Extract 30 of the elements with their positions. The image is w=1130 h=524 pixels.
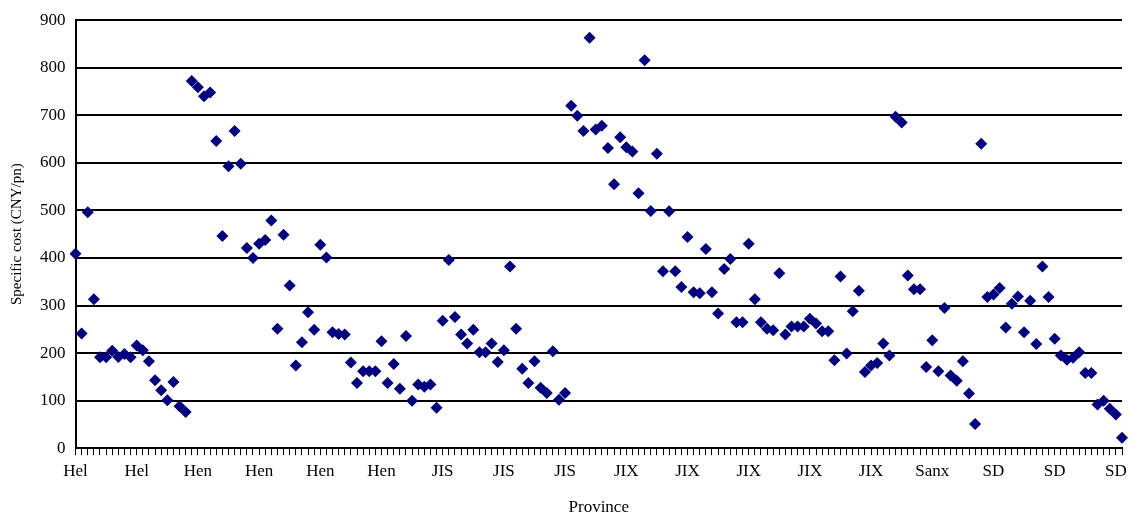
x-tick-label: SD xyxy=(1043,460,1066,480)
y-tick-label: 500 xyxy=(40,199,66,219)
y-tick-label: 800 xyxy=(40,57,66,77)
x-tick-label: JIS xyxy=(431,460,454,480)
x-tick-label: Sanx xyxy=(915,460,950,480)
x-tick-label: JIX xyxy=(797,460,823,480)
y-tick-label: 0 xyxy=(57,437,66,457)
x-tick-label: JIS xyxy=(554,460,576,480)
x-tick-label: Hel xyxy=(124,460,150,480)
x-tick-label: JIX xyxy=(736,460,761,480)
x-tick-label: JIX xyxy=(675,460,700,480)
y-tick-label: 900 xyxy=(40,9,66,29)
x-tick-label: JIS xyxy=(493,460,515,480)
x-tick-label: SD xyxy=(1105,460,1127,480)
x-tick-label: Hen xyxy=(244,460,274,480)
x-tick-label: JIX xyxy=(614,460,639,480)
x-tick-label: SD xyxy=(982,460,1005,480)
x-axis-title: Province xyxy=(568,497,629,517)
x-tick-label: Hen xyxy=(367,460,397,480)
y-tick-label: 700 xyxy=(40,104,66,124)
y-tick-label: 400 xyxy=(40,247,66,267)
y-tick-label: 300 xyxy=(40,295,66,314)
y-tick-label: 100 xyxy=(40,390,66,410)
y-tick-label: 600 xyxy=(40,152,66,172)
y-tick-label: 200 xyxy=(40,342,66,362)
x-tick-label: Hel xyxy=(63,460,89,480)
x-tick-label: JIX xyxy=(858,460,884,480)
x-tick-label: Hen xyxy=(183,460,213,480)
y-axis-title: Specific cost (CNY/pn) xyxy=(7,163,25,306)
x-tick-label: Hen xyxy=(306,460,335,480)
